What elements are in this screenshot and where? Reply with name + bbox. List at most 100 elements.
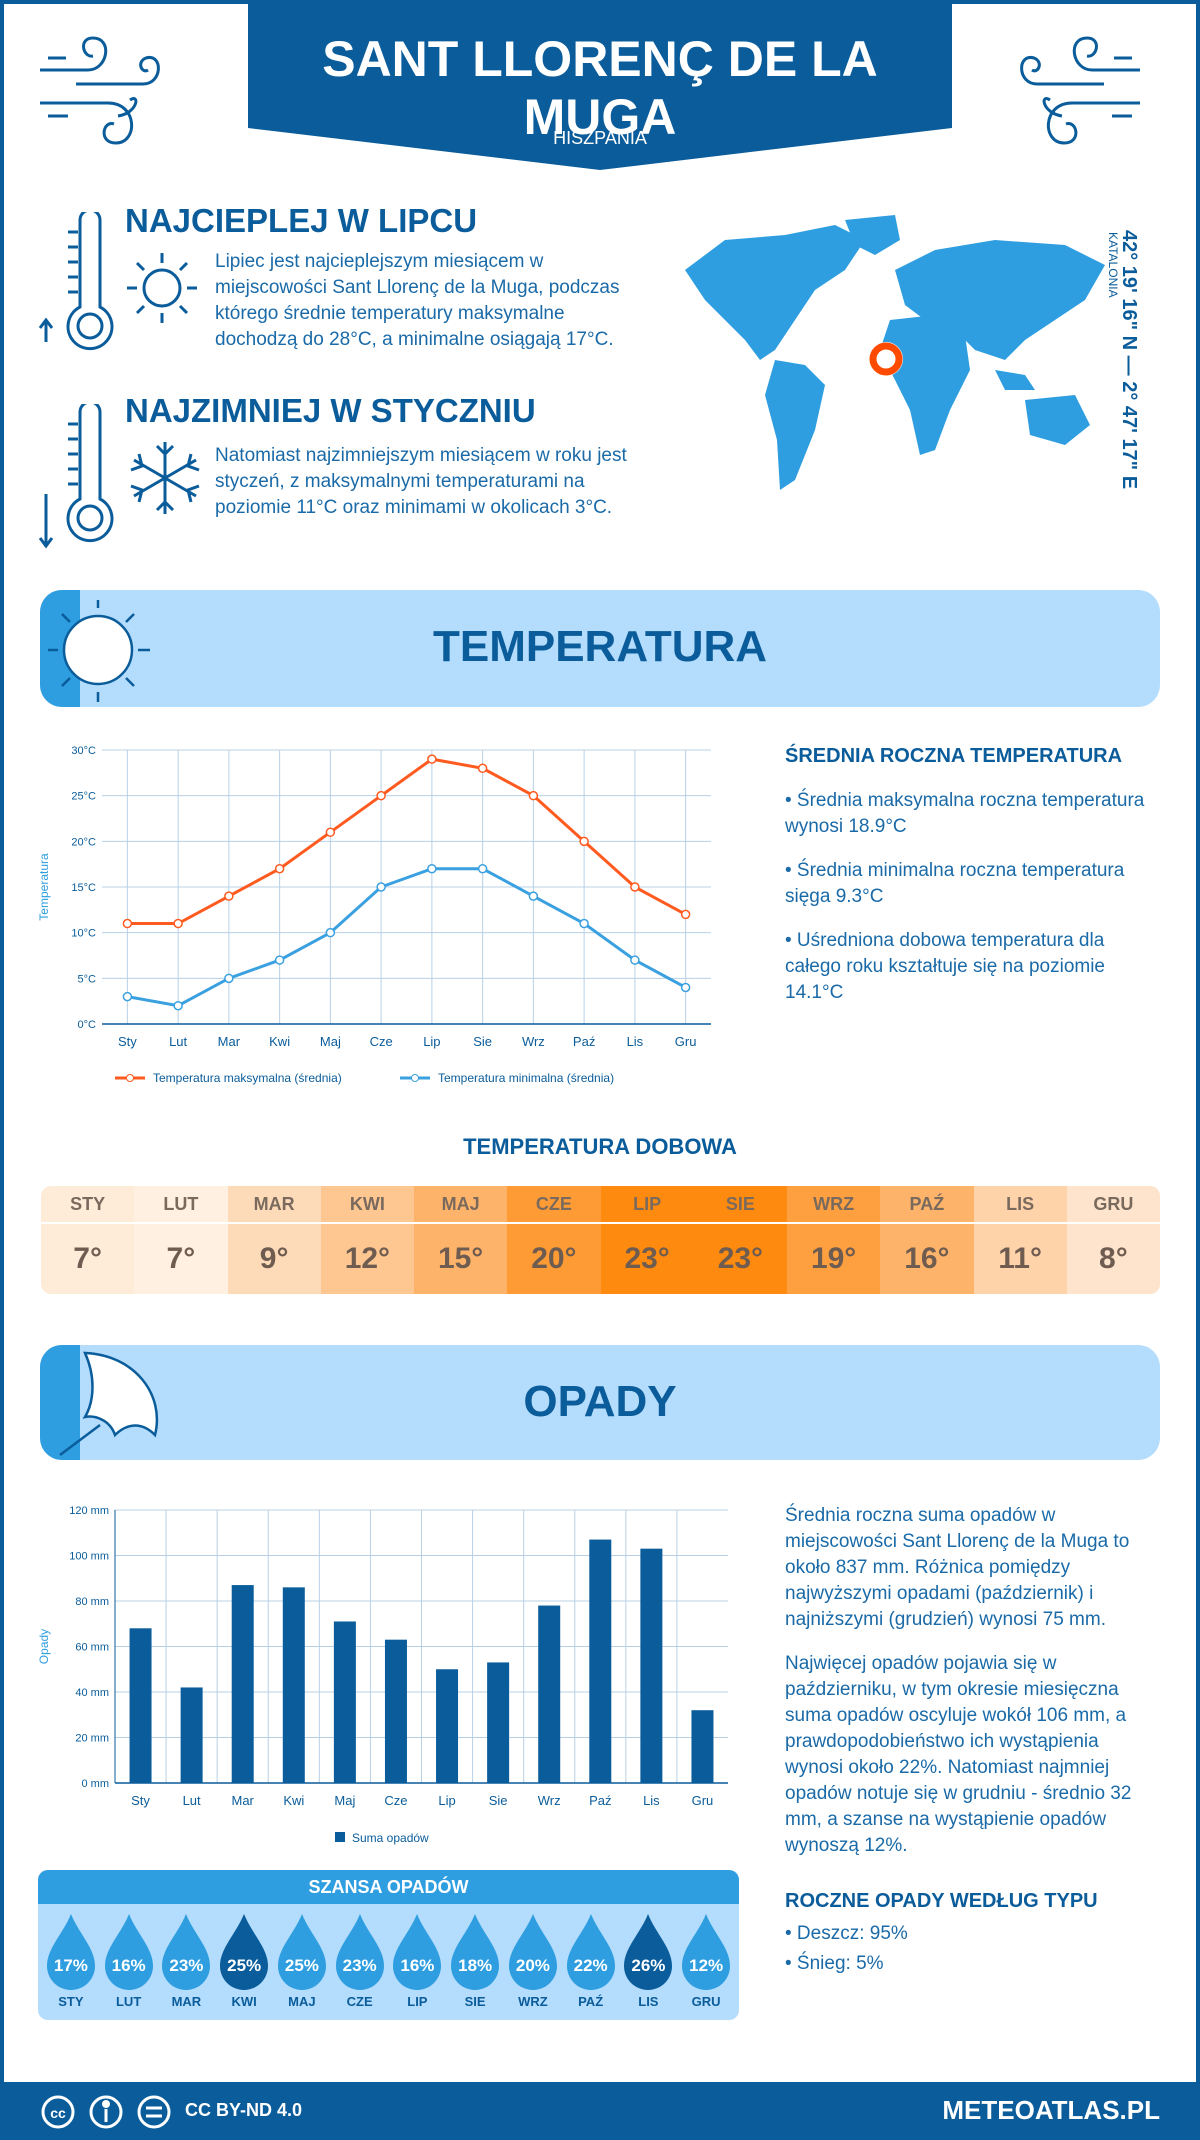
- month-label: CZE: [507, 1186, 601, 1224]
- temp-value: 20°: [531, 1242, 577, 1275]
- data-point: [528, 790, 539, 801]
- bar: [333, 1621, 356, 1783]
- data-point: [630, 882, 640, 892]
- daily-temp-cell: CZE 20°: [507, 1186, 601, 1294]
- coldest-text: Natomiast najzimniejszym miesiącem w rok…: [215, 445, 627, 518]
- data-point: [477, 763, 488, 774]
- month-label: MAJ: [414, 1186, 508, 1224]
- precip-type: ROCZNE OPADY WEDŁUG TYPU • Deszcz: 95% •…: [785, 1890, 1155, 1995]
- y-tick-label: 5°C: [78, 973, 97, 985]
- bar: [129, 1628, 152, 1783]
- country-label: HISZPANIA: [553, 128, 647, 148]
- hottest-text: Lipiec jest najcieplejszym miesiącem w m…: [215, 251, 620, 350]
- raindrop-icon: [162, 1914, 211, 1990]
- y-tick-label: 10°C: [71, 928, 96, 940]
- daily-temp-cell: KWI 12°: [320, 1186, 414, 1294]
- data-point: [224, 891, 234, 901]
- temperature-section-title: TEMPERATURA: [432, 622, 768, 671]
- precip-type-item: • Śnieg: 5%: [785, 1953, 884, 1974]
- y-axis-label: Opady: [37, 1629, 51, 1664]
- precip-chance-item: 25% KWI: [215, 1912, 273, 2009]
- chance-value: 23%: [169, 1956, 204, 1975]
- series-line: [127, 867, 687, 1008]
- x-tick-label: Sie: [473, 1034, 492, 1049]
- daily-temp-cell: WRZ 19°: [787, 1186, 881, 1294]
- raindrop-icon: [220, 1914, 269, 1990]
- month-label: PAŹ: [578, 1994, 604, 2009]
- chance-value: 25%: [284, 1956, 319, 1975]
- bar: [384, 1639, 407, 1783]
- x-tick-label: Paź: [589, 1793, 611, 1808]
- temperature-summary: ŚREDNIA ROCZNA TEMPERATURA • Średnia mak…: [785, 745, 1155, 1024]
- legend-label: Suma opadów: [352, 1831, 429, 1845]
- legend-marker: [411, 1074, 419, 1082]
- data-point: [427, 754, 437, 764]
- month-label: LIS: [638, 1994, 659, 2009]
- chance-value: 20%: [515, 1956, 550, 1975]
- month-label: MAR: [227, 1186, 321, 1224]
- data-point: [274, 863, 285, 874]
- precip-chance-item: 17% STY: [42, 1912, 100, 2009]
- x-tick-label: Sty: [118, 1034, 137, 1049]
- month-label: LUT: [115, 1994, 142, 2009]
- daily-temp-table: STY 7° LUT 7° MAR 9° KWI 12° MAJ 15° CZE 20° LIP 23° S…: [41, 1186, 1160, 1294]
- precip-chance-item: 16% LUT: [100, 1912, 158, 2009]
- data-point: [680, 982, 691, 993]
- x-tick-label: Lut: [169, 1034, 187, 1049]
- x-tick-label: Mar: [232, 1793, 255, 1808]
- temp-value: 19°: [810, 1242, 857, 1275]
- legend-label: Temperatura minimalna (średnia): [438, 1071, 614, 1085]
- header-banner: [248, 0, 952, 170]
- month-label: KWI: [231, 1994, 257, 2009]
- chance-value: 22%: [573, 1956, 608, 1975]
- bar: [436, 1669, 459, 1783]
- site-link[interactable]: METEOATLAS.PL: [942, 2095, 1160, 2125]
- month-label: STY: [58, 1994, 84, 2009]
- x-tick-label: Mar: [218, 1034, 241, 1049]
- bar: [282, 1587, 305, 1783]
- x-tick-label: Maj: [320, 1034, 341, 1049]
- bar: [691, 1710, 714, 1783]
- precip-summary: Średnia roczna suma opadów w miejscowośc…: [785, 1503, 1155, 1877]
- raindrop-icon: [682, 1914, 731, 1990]
- month-label: LUT: [134, 1186, 228, 1224]
- precip-chance-item: 12% GRU: [677, 1912, 735, 2009]
- chance-value: 17%: [53, 1956, 88, 1975]
- month-label: MAJ: [288, 1994, 316, 2009]
- precip-text: Najwięcej opadów pojawia się w październ…: [785, 1653, 1132, 1856]
- month-label: SIE: [693, 1186, 787, 1224]
- temp-value: 11°: [998, 1242, 1042, 1275]
- raindrop-icon: [624, 1914, 673, 1990]
- series-line: [127, 757, 687, 926]
- temp-value: 8°: [1099, 1242, 1128, 1275]
- daily-temp-title: TEMPERATURA DOBOWA: [463, 1134, 737, 1159]
- daily-temp-cell: STY 7°: [41, 1186, 135, 1294]
- legend-label: Temperatura maksymalna (średnia): [153, 1071, 342, 1085]
- y-tick-label: 0°C: [78, 1019, 97, 1031]
- precip-chance-panel: SZANSA OPADÓW 17% STY 16% LUT 23% MAR 25% KWI 25…: [38, 1870, 739, 2020]
- umbrella-rain-icon: [59, 1351, 159, 1456]
- hottest-title: NAJCIEPLEJ W LIPCU: [125, 202, 478, 239]
- raindrop-icon: [277, 1914, 326, 1990]
- y-tick-label: 20°C: [71, 836, 96, 848]
- precipitation-chart: 0 mm 20 mm 40 mm 60 mm 80 mm 100 mm 120 mm Sty L…: [37, 1505, 728, 1845]
- coordinates: 42° 19' 16" N — 2° 47' 17" E: [1118, 230, 1140, 490]
- precip-chance-item: 22% PAŹ: [562, 1912, 620, 2009]
- city-title: SANT LLORENÇ DE LA MUGA: [322, 31, 878, 145]
- precip-chance-item: 25% MAJ: [273, 1912, 331, 2009]
- chance-value: 18%: [458, 1956, 493, 1975]
- raindrop-icon: [566, 1914, 615, 1990]
- bar: [487, 1662, 510, 1783]
- month-label: WRZ: [518, 1994, 548, 2009]
- x-tick-label: Sty: [131, 1793, 150, 1808]
- precip-text: Średnia roczna suma opadów w miejscowośc…: [785, 1505, 1130, 1630]
- region-label: KATALONIA: [1106, 232, 1120, 298]
- temperature-chart: 0°C 5°C 10°C 15°C 20°C 25°C 30°C Sty Lut Mar Kwi Ma…: [37, 745, 711, 1085]
- month-label: GRU: [691, 1994, 721, 2009]
- month-label: LIS: [973, 1186, 1067, 1224]
- y-axis-label: Temperatura: [37, 853, 51, 921]
- wind-icon: [1020, 36, 1140, 145]
- precip-section-banner: OPADY: [40, 1345, 1160, 1460]
- data-point: [173, 918, 183, 929]
- sun-large-icon: [48, 600, 150, 702]
